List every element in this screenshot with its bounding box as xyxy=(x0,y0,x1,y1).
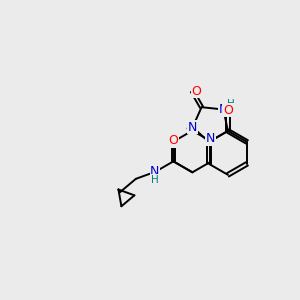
Text: O: O xyxy=(191,85,201,98)
Text: N: N xyxy=(188,121,197,134)
Text: O: O xyxy=(223,104,233,117)
Text: N: N xyxy=(219,103,228,116)
Text: N: N xyxy=(150,165,160,178)
Text: N: N xyxy=(206,132,215,145)
Text: H: H xyxy=(227,99,235,109)
Text: O: O xyxy=(169,134,178,147)
Text: H: H xyxy=(151,175,159,185)
